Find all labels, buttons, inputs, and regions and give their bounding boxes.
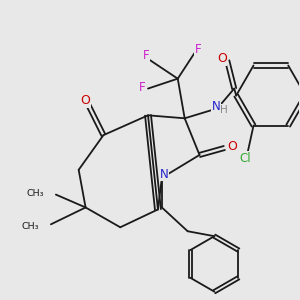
Text: N: N — [212, 100, 220, 113]
Text: H: H — [220, 105, 228, 115]
Text: F: F — [195, 44, 202, 56]
Text: O: O — [217, 52, 227, 65]
Text: Cl: Cl — [240, 152, 251, 165]
Text: F: F — [143, 50, 150, 62]
Text: F: F — [139, 82, 146, 94]
Text: O: O — [228, 140, 238, 153]
Text: CH₃: CH₃ — [26, 189, 44, 198]
Text: N: N — [160, 168, 169, 181]
Text: O: O — [81, 94, 91, 107]
Text: CH₃: CH₃ — [22, 222, 39, 231]
